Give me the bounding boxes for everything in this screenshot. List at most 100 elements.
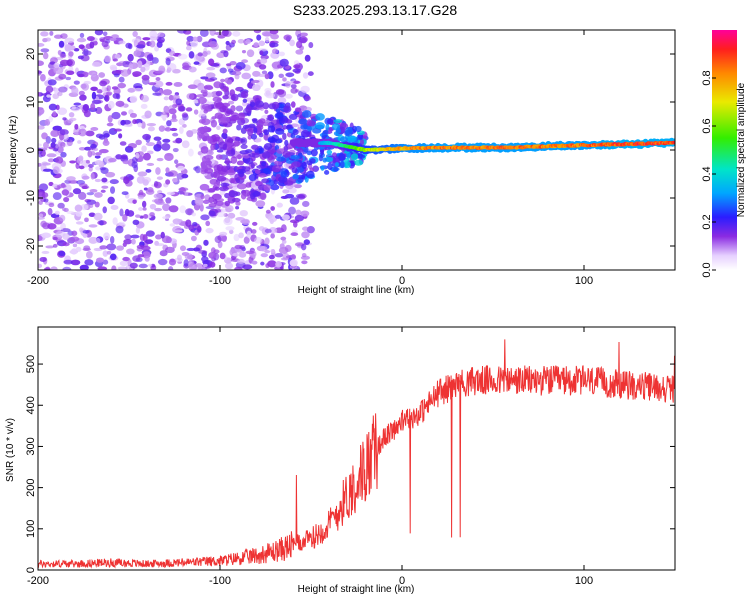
heatmap-cell [282, 189, 290, 194]
colorbar-gradient [712, 30, 737, 270]
heatmap-cell [168, 50, 176, 56]
heatmap-cell [89, 203, 94, 208]
spectrogram-y-tick-label: -20 [25, 238, 37, 254]
heatmap-cell [213, 171, 220, 179]
heatmap-cell [102, 31, 108, 37]
heatmap-cell [197, 52, 203, 57]
heatmap-cell [273, 160, 283, 166]
heatmap-cell [76, 37, 87, 43]
heatmap-cell [282, 124, 288, 130]
heatmap-cell [119, 141, 127, 146]
heatmap-cell [270, 184, 280, 191]
heatmap-cell [131, 238, 136, 245]
heatmap-cell [90, 86, 98, 92]
heatmap-cell [214, 235, 222, 244]
snr-plot-area [38, 327, 675, 570]
heatmap-cell [262, 167, 271, 174]
heatmap-cell [98, 148, 109, 154]
heatmap-cell [176, 254, 182, 261]
heatmap-cell [174, 159, 179, 165]
heatmap-cell [227, 212, 236, 219]
heatmap-cell [154, 207, 162, 212]
heatmap-cell [127, 142, 137, 149]
heatmap-cell [298, 118, 308, 125]
heatmap-cell [225, 110, 234, 115]
heatmap-cell [200, 160, 208, 169]
spectrogram-x-tick-label: 0 [399, 275, 405, 287]
heatmap-cell [277, 89, 287, 98]
heatmap-cell [57, 146, 64, 153]
snr-y-tick-label: 500 [25, 355, 37, 373]
heatmap-cell [166, 120, 172, 127]
heatmap-cell [109, 186, 116, 194]
heatmap-cell [84, 259, 94, 266]
heatmap-cell [250, 80, 256, 84]
heatmap-cell [235, 217, 245, 221]
heatmap-cell [100, 189, 106, 193]
heatmap-cell [240, 192, 247, 200]
heatmap-cell [345, 126, 353, 135]
heatmap-cell [132, 31, 138, 37]
heatmap-cell [306, 150, 313, 156]
heatmap-cell [107, 196, 115, 205]
heatmap-cell [76, 156, 84, 165]
heatmap-cell [237, 258, 245, 264]
colorbar-tick-label: 0.4 [701, 166, 713, 181]
heatmap-cell [269, 30, 279, 35]
heatmap-cell [267, 136, 276, 143]
heatmap-cell [282, 252, 290, 260]
heatmap-cell [93, 212, 103, 221]
colorbar-label: Normalized spectral amplitude [736, 82, 747, 217]
heatmap-cell [122, 160, 130, 165]
heatmap-cell [60, 141, 66, 148]
heatmap-cell [57, 202, 65, 209]
heatmap-cell [106, 85, 111, 92]
heatmap-cell [302, 200, 310, 207]
heatmap-cell [229, 60, 237, 66]
heatmap-cell [278, 51, 285, 57]
heatmap-cell [219, 252, 226, 260]
heatmap-cell [225, 40, 230, 46]
heatmap-cell [149, 203, 157, 210]
heatmap-cell [327, 162, 333, 171]
heatmap-cell [102, 250, 108, 257]
heatmap-cell [205, 72, 216, 79]
heatmap-cell [229, 177, 236, 184]
heatmap-cell [225, 204, 234, 213]
heatmap-cell [162, 138, 171, 143]
heatmap-cell [190, 235, 197, 242]
heatmap-cell [101, 177, 108, 183]
heatmap-cell [233, 233, 240, 242]
spectrogram-y-tick-label: 20 [25, 48, 37, 60]
heatmap-cell [110, 235, 115, 244]
heatmap-cell [55, 230, 66, 238]
heatmap-cell [284, 244, 292, 252]
heatmap-cell [151, 57, 159, 64]
heatmap-cell [39, 257, 47, 263]
heatmap-cell [196, 35, 203, 43]
heatmap-cell [75, 246, 82, 252]
heatmap-cell [151, 33, 160, 38]
heatmap-cell [281, 214, 290, 221]
heatmap-cell [162, 203, 171, 212]
heatmap-cell [187, 84, 198, 90]
heatmap-cell [214, 112, 223, 119]
heatmap-cell [88, 166, 93, 172]
heatmap-cell [66, 70, 75, 76]
heatmap-cell [142, 37, 151, 41]
heatmap-cell [165, 167, 170, 173]
heatmap-cell [136, 44, 146, 49]
figure-title: S233.2025.293.13.17.G28 [292, 2, 458, 18]
heatmap-cell [137, 194, 144, 200]
heatmap-cell [209, 261, 216, 268]
heatmap-cell [38, 162, 42, 167]
heatmap-cell [159, 250, 168, 257]
heatmap-cell [243, 236, 250, 244]
heatmap-cell [47, 208, 53, 216]
heatmap-cell [339, 136, 348, 143]
heatmap-cell [235, 105, 244, 112]
heatmap-cell [264, 87, 272, 94]
heatmap-cell [236, 168, 246, 174]
heatmap-cell [267, 214, 278, 223]
heatmap-cell [106, 122, 114, 127]
